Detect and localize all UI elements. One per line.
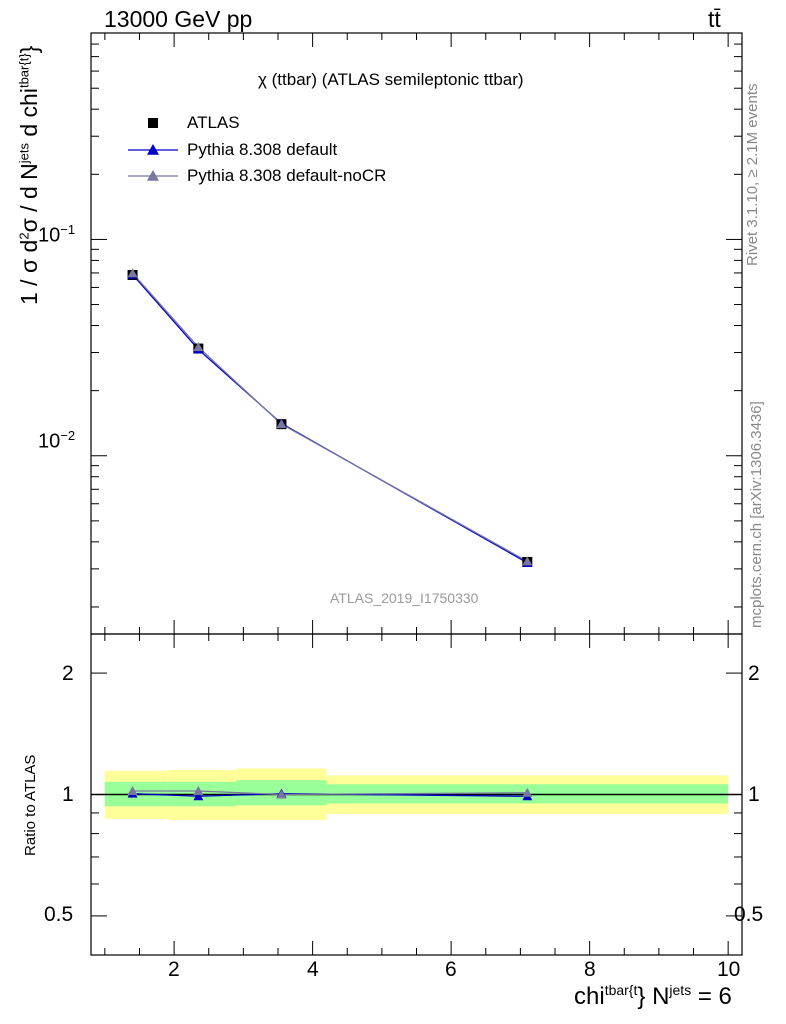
ratio-point-1-0 xyxy=(127,786,138,796)
y-axis-title: 1 / σ d2σ / d Njets d chitbar{t}} xyxy=(16,45,42,305)
x-tick-10: 10 xyxy=(717,958,741,981)
ratio-point-0-1 xyxy=(193,791,204,801)
x-tick-6: 6 xyxy=(445,958,457,981)
series-line-2 xyxy=(132,272,528,562)
ratio-point-1-2 xyxy=(276,789,287,799)
ratio-y-tick-2-right: 2 xyxy=(748,662,760,685)
process-label: tt̄ xyxy=(708,6,721,32)
ratio-y-axis-title: Ratio to ATLAS xyxy=(22,754,39,856)
ratio-line-0 xyxy=(132,792,528,797)
legend-label-atlas: ATLAS xyxy=(187,113,240,132)
legend-label-pythia-nocr: Pythia 8.308 default-noCR xyxy=(187,166,387,185)
plot-title: χ (ttbar) (ATLAS semileptonic ttbar) xyxy=(258,70,524,89)
y-tick-label-1e-1: 10−1 xyxy=(38,222,76,247)
pythia-nocr-point-2 xyxy=(276,419,287,429)
y-tick-label-1e-2: 10−2 xyxy=(38,428,76,453)
ratio-y-tick-0.5-right: 0.5 xyxy=(734,903,764,926)
pythia-nocr-point-1 xyxy=(193,342,204,352)
legend-marker-pythia-nocr xyxy=(147,170,159,181)
legend-marker-pythia-default xyxy=(147,144,159,155)
ratio-y-tick-1-right: 1 xyxy=(748,783,760,806)
pythia-nocr-point-3 xyxy=(522,556,533,566)
analysis-watermark: ATLAS_2019_I1750330 xyxy=(330,590,479,606)
ratio-y-tick-1: 1 xyxy=(62,783,74,806)
x-tick-4: 4 xyxy=(307,958,319,981)
ratio-point-1-3 xyxy=(522,787,533,797)
energy-label: 13000 GeV pp xyxy=(104,6,253,32)
series-line-1 xyxy=(132,274,528,564)
ratio-y-tick-0.5: 0.5 xyxy=(44,903,74,926)
mcplots-label: mcplots.cern.ch [arXiv:1306.3436] xyxy=(748,401,765,628)
x-tick-2: 2 xyxy=(168,958,180,981)
rivet-label: Rivet 3.1.10, ≥ 2.1M events xyxy=(744,83,761,267)
x-tick-8: 8 xyxy=(584,958,596,981)
ratio-point-1-1 xyxy=(193,786,204,796)
legend-marker-atlas xyxy=(148,118,158,128)
x-axis-title: chitbar{t} Njets = 6 xyxy=(574,982,732,1010)
ratio-y-tick-2: 2 xyxy=(62,662,74,685)
pythia-nocr-point-0 xyxy=(127,268,138,278)
ratio-line-1 xyxy=(132,790,528,796)
legend-label-pythia-default: Pythia 8.308 default xyxy=(187,140,338,159)
